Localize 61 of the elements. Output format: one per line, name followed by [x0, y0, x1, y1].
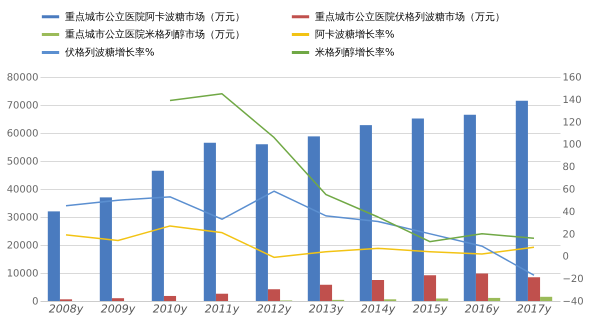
y2-tick-label: 60	[562, 184, 576, 196]
y2-tick-label: 40	[562, 206, 576, 218]
bar	[488, 298, 500, 301]
line-series	[65, 190, 535, 276]
legend-label: 米格列醇增长率%	[315, 46, 395, 58]
bar	[308, 136, 320, 301]
bar	[320, 284, 332, 301]
bar	[216, 294, 228, 301]
bar	[100, 197, 112, 301]
y-tick-label: 50000	[6, 156, 38, 168]
y2-tick-label: 120	[562, 117, 582, 128]
legend-label: 重点城市公立医院阿卡波糖市场（万元）	[65, 10, 245, 23]
y-tick-label: 70000	[6, 100, 38, 112]
bar	[516, 100, 528, 301]
y2-tick-label: −20	[562, 274, 584, 286]
y2-tick-label: 0	[562, 252, 569, 263]
line-series	[65, 225, 535, 258]
x-tick-label: 2016y	[464, 302, 500, 316]
legend-label: 重点城市公立医院伏格列波糖市场（万元）	[315, 10, 505, 23]
x-tick-label: 2014y	[360, 302, 396, 316]
bar	[540, 296, 552, 301]
bar	[372, 280, 384, 301]
legend-label: 重点城市公立医院米格列醇市场（万元）	[65, 28, 245, 40]
y-tick-label: 80000	[6, 72, 38, 84]
y-tick-label: 10000	[6, 268, 38, 280]
y2-tick-label: −40	[562, 296, 584, 308]
y-tick-label: 40000	[6, 184, 38, 196]
x-tick-label: 2013y	[308, 302, 344, 316]
x-tick-label: 2015y	[412, 302, 448, 316]
bar	[256, 144, 268, 301]
x-tick-label: 2017y	[516, 302, 552, 316]
bar	[424, 275, 436, 301]
x-tick-label: 2009y	[100, 302, 136, 316]
bar	[412, 118, 424, 301]
x-tick-label: 2012y	[256, 302, 292, 316]
bar	[268, 289, 280, 301]
legend-label: 伏格列波糖增长率%	[65, 46, 155, 58]
y2-tick-label: 140	[562, 94, 582, 106]
y2-tick-label: 160	[562, 72, 582, 84]
x-tick-label: 2011y	[204, 302, 240, 316]
line-series	[169, 93, 535, 242]
bar	[360, 125, 372, 301]
bar	[152, 170, 164, 301]
bar	[48, 211, 60, 301]
legend-label: 阿卡波糖增长率%	[315, 28, 395, 40]
bar	[528, 277, 540, 301]
y-tick-label: 20000	[6, 240, 38, 252]
y2-tick-label: 100	[562, 140, 582, 151]
bar	[164, 296, 176, 301]
y-tick-label: 0	[32, 296, 38, 308]
x-tick-label: 2010y	[152, 302, 188, 316]
x-tick-label: 2008y	[48, 302, 84, 316]
y-tick-label: 60000	[6, 128, 38, 140]
bar	[436, 298, 448, 301]
bar	[112, 298, 124, 301]
y2-tick-label: 80	[562, 162, 576, 174]
bar	[476, 274, 488, 301]
bar	[464, 114, 476, 301]
bar	[204, 142, 216, 301]
y2-tick-label: 20	[562, 229, 576, 240]
y-tick-label: 30000	[6, 212, 38, 224]
